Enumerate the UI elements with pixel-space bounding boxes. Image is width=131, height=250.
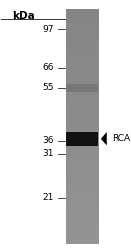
Text: 31: 31 (42, 149, 54, 158)
Polygon shape (101, 132, 107, 145)
Text: 55: 55 (42, 84, 54, 92)
Text: 36: 36 (42, 136, 54, 145)
Text: 66: 66 (42, 64, 54, 72)
Text: kDa: kDa (12, 11, 35, 21)
FancyBboxPatch shape (66, 132, 98, 146)
Text: 97: 97 (42, 25, 54, 34)
Bar (66, 84, 98, 92)
Text: 21: 21 (42, 193, 54, 202)
Text: RCAN: RCAN (112, 134, 131, 143)
